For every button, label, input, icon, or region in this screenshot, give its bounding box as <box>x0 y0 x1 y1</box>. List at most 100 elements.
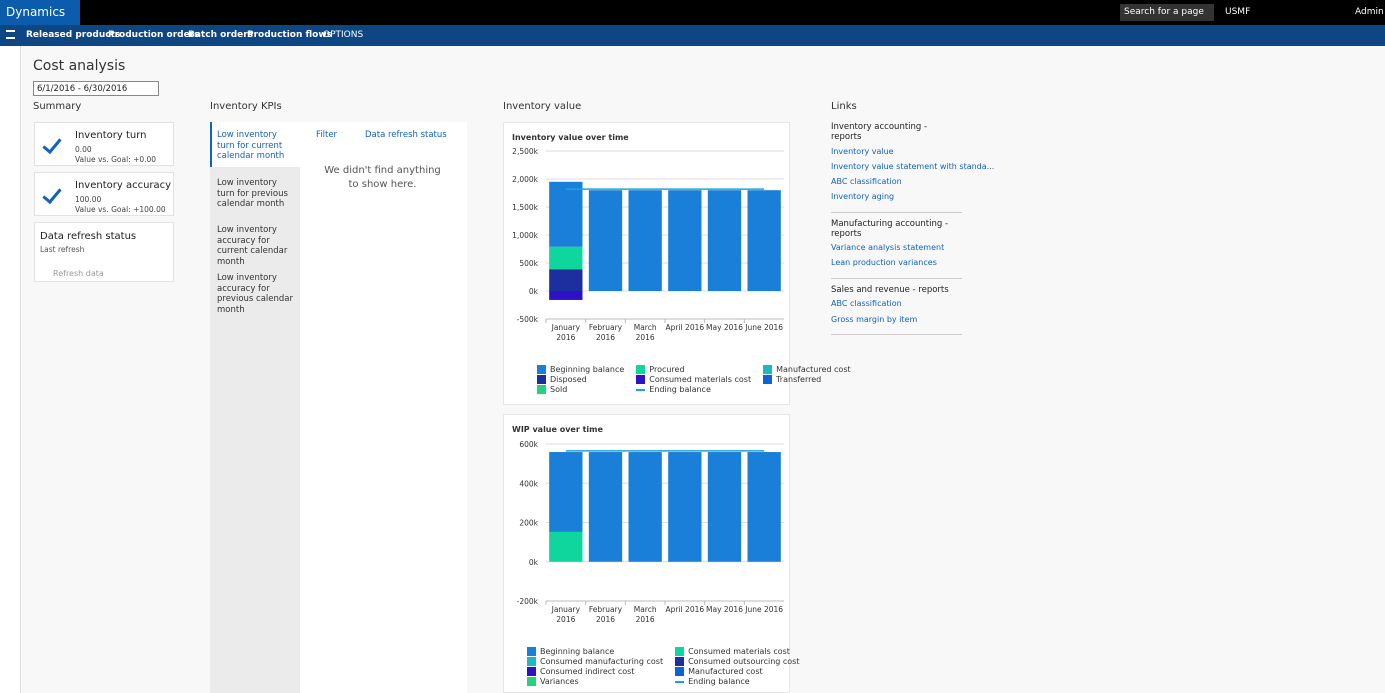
kpi-item[interactable]: Low inventory accuracy for current calen… <box>217 225 288 267</box>
menu-icon[interactable] <box>6 30 15 39</box>
legend-swatch <box>763 375 773 384</box>
kpi-tile[interactable]: Inventory turn 0.00 Value vs. Goal: +0.0… <box>34 122 174 166</box>
x-tick-label: January 2016 <box>551 323 581 342</box>
kpi-item[interactable]: Low inventory turn for current calendar … <box>217 130 285 161</box>
x-tick-label-box: June 2016 <box>745 605 784 614</box>
bar-segment <box>549 269 583 291</box>
kpi-item[interactable]: Low inventory accuracy for previous cale… <box>217 273 294 315</box>
nav-item[interactable]: Released products <box>26 30 121 40</box>
nav-item[interactable]: Production orders <box>108 30 200 40</box>
check-icon <box>42 183 62 205</box>
link[interactable]: Variance analysis statement <box>831 243 945 252</box>
x-tick-label: March 2016 <box>633 605 657 624</box>
tile-value: 100.00 <box>75 195 102 204</box>
link[interactable]: Inventory aging <box>831 192 895 201</box>
bar-segment <box>549 531 583 562</box>
legend-label: Consumed manufacturing cost <box>540 657 664 666</box>
brand[interactable]: Dynamics AX <box>0 0 80 44</box>
link-group-title[interactable]: Manufacturing accounting - reports <box>831 219 949 239</box>
y-tick-label: 2,000k <box>512 175 538 184</box>
legend-item: Consumed materials cost <box>675 647 799 656</box>
x-tick-label: February 2016 <box>588 323 623 342</box>
legend-label: Transferred <box>776 375 822 384</box>
chart: WIP value over time -200k 0k 200k 400k 600k Ja… <box>512 425 784 624</box>
legend-swatch <box>675 647 685 656</box>
legend-item: Sold <box>537 385 624 394</box>
legend-item: Consumed materials cost <box>636 375 751 384</box>
user[interactable]: Admin <box>1355 7 1384 17</box>
legend-swatch <box>675 657 685 666</box>
bar-segment <box>707 452 742 562</box>
link[interactable]: Inventory value statement with standa... <box>831 162 995 171</box>
link-group-title[interactable]: Inventory accounting - reports <box>831 122 928 142</box>
refresh-tile: Data refresh status Last refresh Refresh… <box>34 222 174 282</box>
link[interactable]: ABC classification <box>831 299 902 308</box>
link[interactable]: Inventory value <box>831 147 894 156</box>
search-box[interactable]: Search for a page <box>1120 4 1214 21</box>
link[interactable]: Gross margin by item <box>831 315 918 324</box>
legend-swatch <box>537 375 546 384</box>
side-strip <box>0 46 21 693</box>
y-tick-label: 1,000k <box>512 231 538 240</box>
y-tick-label: 500k <box>519 259 538 268</box>
bar-segment <box>549 246 583 270</box>
filter[interactable]: Filter <box>316 130 338 140</box>
legend-label: Consumed indirect cost <box>540 667 635 676</box>
divider <box>831 334 962 335</box>
legend-swatch <box>537 385 546 394</box>
x-tick-label: June 2016 <box>745 605 784 614</box>
nav-item[interactable]: Batch orders <box>188 30 254 40</box>
legend-item: Transferred <box>763 375 851 384</box>
legend-label: Sold <box>550 385 568 394</box>
x-tick-label: February 2016 <box>588 605 623 624</box>
kpi-selected <box>210 122 300 167</box>
legend-label: Consumed materials cost <box>688 647 790 656</box>
legend-item: Ending balance <box>675 677 799 686</box>
tile-title: Inventory turn <box>75 130 147 141</box>
chart-title: Inventory value over time <box>512 133 629 142</box>
page-title: Cost analysis <box>33 58 126 74</box>
legend-label: Ending balance <box>688 677 750 686</box>
chart-title: WIP value over time <box>512 425 603 434</box>
bar-segment <box>588 190 623 291</box>
nav-bar: Released products Production orders Batc… <box>0 25 1385 46</box>
tile-title: Data refresh status <box>40 231 137 242</box>
refresh-button[interactable]: Refresh data <box>53 269 104 278</box>
legend-swatch <box>527 647 536 656</box>
legend-swatch <box>636 375 646 384</box>
y-tick-label: -200k <box>517 597 539 606</box>
x-tick-label-box: June 2016 <box>745 323 784 332</box>
section-heading: Inventory KPIs <box>210 101 282 112</box>
x-tick-label: June 2016 <box>745 323 784 332</box>
nav-item[interactable]: OPTIONS <box>323 30 364 40</box>
legend-label: Consumed outsourcing cost <box>688 657 800 666</box>
legend-item: Manufactured cost <box>675 667 799 676</box>
link[interactable]: ABC classification <box>831 177 902 186</box>
nav-item[interactable]: Production flows <box>247 30 333 40</box>
bar-segment <box>747 190 781 291</box>
kpi-panel <box>300 122 467 693</box>
refresh-status[interactable]: Data refresh status <box>365 130 447 140</box>
date-range[interactable]: 6/1/2016 - 6/30/2016 <box>33 81 159 96</box>
empty-message: We didn't find anything to show here. <box>324 165 441 190</box>
y-tick-label: 400k <box>519 479 538 488</box>
y-tick-label: 600k <box>519 440 538 449</box>
kpi-item[interactable]: Low inventory turn for previous calendar… <box>217 178 288 209</box>
company[interactable]: USMF <box>1225 7 1251 17</box>
legend-label: Manufactured cost <box>688 667 763 676</box>
x-tick-label: May 2016 <box>706 323 743 332</box>
kpi-tile[interactable]: Inventory accuracy 100.00 Value vs. Goal… <box>34 172 174 216</box>
tile-value: 0.00 <box>75 145 92 154</box>
bar-segment <box>668 190 702 291</box>
x-tick-label-box: March 2016 <box>634 323 657 342</box>
chart-card: WIP value over time -200k 0k 200k 400k 600k Ja… <box>503 414 799 693</box>
legend-item: Beginning balance <box>537 365 624 374</box>
section-heading: Inventory value <box>503 101 582 112</box>
check-icon <box>42 133 62 155</box>
link-group-title[interactable]: Sales and revenue - reports <box>831 285 949 295</box>
x-tick-label-box: April 2016 <box>666 605 705 614</box>
legend-item: Consumed indirect cost <box>527 667 663 676</box>
legend-label: Manufactured cost <box>776 365 851 374</box>
link[interactable]: Lean production variances <box>831 258 937 267</box>
